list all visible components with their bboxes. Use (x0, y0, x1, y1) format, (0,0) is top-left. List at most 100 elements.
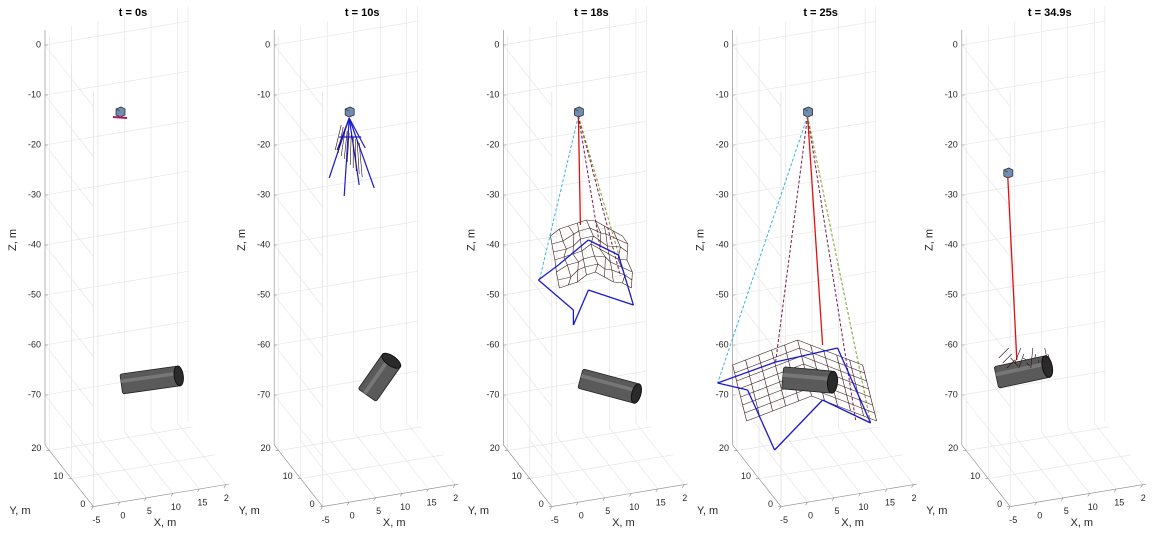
net-thread (595, 264, 598, 272)
net-thread (867, 381, 869, 389)
grid-line (962, 321, 1105, 345)
net-thread (743, 405, 745, 413)
x-tick-label: 5 (147, 506, 152, 516)
z-tick-label: -30 (945, 189, 958, 199)
net-thread (1035, 354, 1036, 358)
grid-line (556, 436, 604, 498)
grid-line (503, 45, 551, 107)
grid-line (503, 295, 551, 357)
net-thread (563, 241, 567, 249)
net-thread (765, 374, 778, 379)
net-thread (836, 398, 849, 403)
net-thread (798, 340, 800, 348)
net-thread (841, 371, 843, 379)
grid-line (609, 427, 657, 489)
x-tick-label: 15 (885, 497, 895, 507)
grid-line (503, 21, 646, 45)
net-thread (612, 270, 614, 282)
grid-line (636, 423, 684, 485)
x-tick-label: -5 (322, 515, 330, 525)
net-thread (763, 371, 765, 379)
net-thread (849, 403, 862, 408)
grid-line (962, 171, 1105, 195)
net-thread (604, 269, 605, 277)
grid-line (45, 21, 188, 45)
satellite (116, 107, 125, 117)
net-thread (605, 257, 606, 269)
y-tick-label: 0 (80, 499, 85, 509)
y-axis (733, 445, 781, 507)
grid-line (503, 171, 646, 195)
grid-line (530, 441, 578, 503)
panel: 0-10-20-30-40-50-60-70-50510152001020t =… (236, 6, 466, 529)
grid-line (274, 221, 417, 245)
grid-line (530, 455, 673, 479)
net-thread (778, 374, 780, 382)
net-thread (746, 355, 759, 360)
net-thread (1023, 358, 1027, 360)
net-thread (767, 387, 769, 395)
net-thread (600, 241, 601, 249)
net-thread (552, 241, 563, 244)
y-axis-label: Y, m (9, 505, 30, 517)
net-thread (741, 397, 743, 405)
z-tick-label: -10 (257, 89, 270, 99)
y-tick-label: 20 (31, 443, 41, 453)
net-thread (559, 226, 568, 229)
x-tick-label: 20 (1141, 493, 1151, 503)
x-tick (91, 507, 93, 510)
grid-line (733, 195, 781, 257)
net-thread (571, 270, 578, 277)
grid-line (733, 221, 876, 245)
net-thread (586, 272, 595, 275)
x-tick (1008, 507, 1010, 510)
grid-line (962, 195, 1010, 257)
z-tick-label: 0 (724, 39, 729, 49)
net-thread (573, 234, 574, 246)
net-thread (632, 272, 633, 280)
grid-line (45, 121, 188, 145)
grid-line (1041, 432, 1089, 494)
grid-line (45, 321, 188, 345)
x-tick (321, 507, 323, 510)
net-thread (593, 236, 600, 241)
net-bundle (113, 117, 127, 118)
z-tick-label: -50 (716, 289, 729, 299)
y-tick-label: 0 (310, 499, 315, 509)
net-thread (769, 390, 782, 395)
y-axis (962, 445, 1010, 507)
x-tick (779, 507, 781, 510)
y-tick-label: 20 (490, 443, 500, 453)
net-thread (856, 384, 869, 389)
net-thread (799, 396, 812, 401)
net-thread (800, 348, 802, 356)
grid-line (503, 195, 551, 257)
z-axis-label: Z, m (924, 229, 936, 251)
target (120, 365, 185, 394)
grid-line (503, 145, 551, 207)
net-thread (606, 234, 608, 246)
net-thread (800, 348, 813, 353)
x-tick-label: 20 (911, 493, 921, 503)
grid-line (301, 441, 349, 503)
net-thread (605, 269, 612, 270)
net-edge (823, 400, 871, 423)
panel: 0-10-20-30-40-50-60-70-50510152001020t =… (465, 6, 695, 529)
target (578, 369, 644, 404)
net-thread (750, 376, 752, 384)
grid-line (151, 427, 199, 489)
z-tick-label: -60 (945, 339, 958, 349)
grid-line (733, 71, 876, 95)
grid-line (274, 45, 322, 107)
z-tick-label: -20 (716, 139, 729, 149)
z-tick-label: -20 (945, 139, 958, 149)
net-thread (852, 368, 865, 373)
x-tick-label: 0 (350, 511, 355, 521)
z-tick-label: -30 (486, 189, 499, 199)
net-thread (585, 264, 598, 267)
x-axis (93, 483, 236, 507)
net-thread (585, 267, 587, 275)
net-thread (843, 379, 845, 387)
grid-line (45, 145, 93, 207)
grid-line (503, 95, 551, 157)
